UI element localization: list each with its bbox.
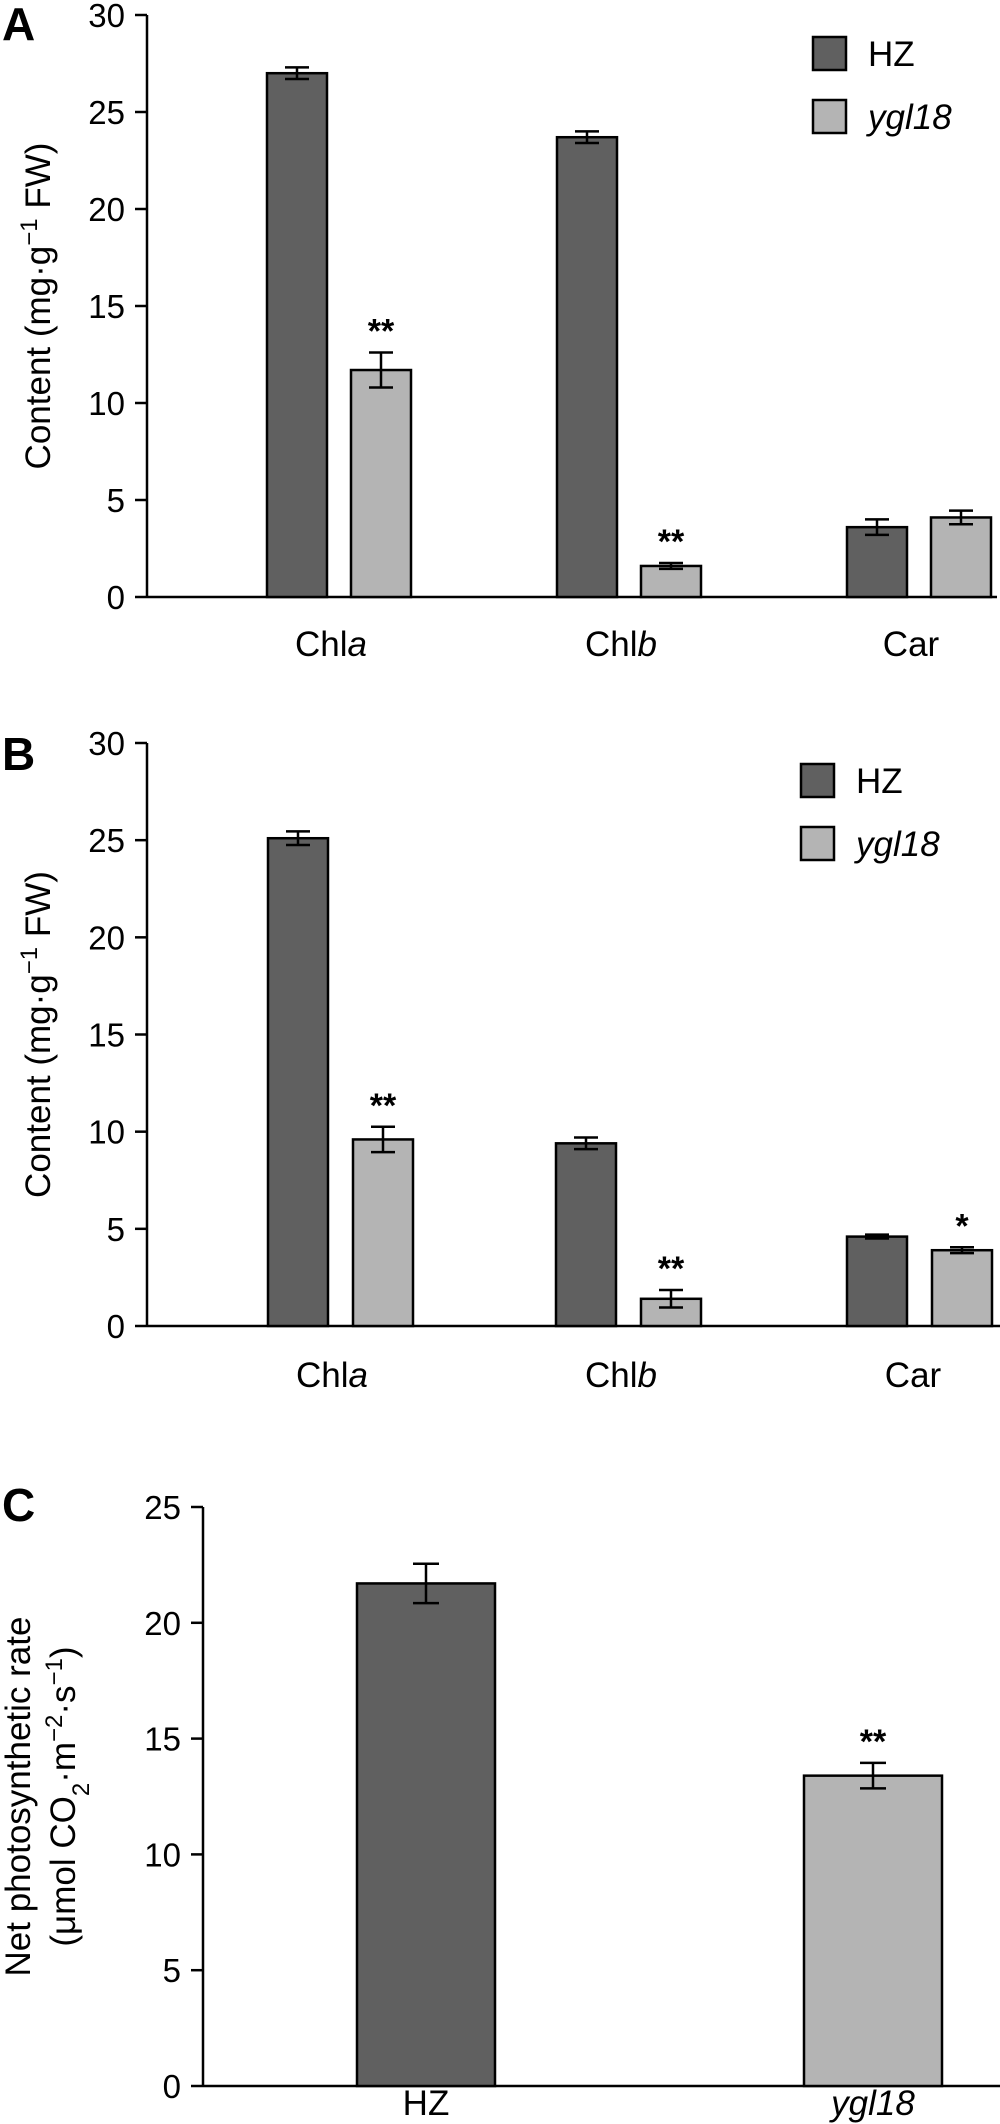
category-label: Car [885, 1356, 942, 1395]
y-axis-title: Content (mg·g−1 FW) [16, 143, 59, 470]
legend-swatch-HZ [811, 35, 848, 72]
bar-HZ-Car [845, 525, 909, 599]
significance-mark: * [955, 1207, 969, 1245]
y-tick-label: 0 [107, 1308, 125, 1345]
category-label: ygl18 [829, 2084, 915, 2123]
legend-label-ygl18: ygl18 [866, 98, 952, 137]
bar-HZ-Chlb [554, 1142, 618, 1328]
panel-c-chart: C 0 5 10 15 20 25 Net photosynthetic rate (μmol … [0, 1479, 1000, 2123]
y-tick-label: 5 [163, 1952, 181, 1989]
bar-ygl18-Chla [349, 368, 413, 599]
bar-HZ-Chla [265, 71, 329, 599]
bar-HZ [355, 1582, 497, 2088]
panel-a-chart: A 0 5 10 15 20 25 30 Content (mg·g−1 FW) ** Chla **… [2, 0, 997, 664]
y-tick-label: 20 [88, 919, 125, 956]
bar-HZ-Chla [266, 836, 330, 1328]
y-tick-label: 25 [144, 1489, 181, 1526]
significance-mark: ** [658, 1250, 685, 1288]
category-label: Chlb [585, 625, 657, 664]
y-tick-label: 10 [88, 385, 125, 422]
bar-HZ-Chlb [555, 135, 619, 599]
y-tick-label: 25 [88, 822, 125, 859]
y-axis-title-line1: Net photosynthetic rate [0, 1617, 38, 1977]
bar-ygl18 [802, 1774, 944, 2088]
y-tick-label: 0 [163, 2068, 181, 2105]
legend-label-ygl18: ygl18 [854, 825, 940, 864]
legend-swatch-ygl18 [811, 98, 848, 135]
bar-ygl18-Chlb [639, 564, 703, 599]
y-tick-label: 0 [107, 579, 125, 616]
legend-swatch-ygl18 [799, 825, 836, 862]
category-label: Chla [296, 1356, 368, 1395]
legend-swatch-HZ [799, 762, 836, 799]
bar-ygl18-Car [930, 1248, 994, 1328]
legend-label-HZ: HZ [868, 35, 915, 74]
category-label: HZ [403, 2084, 450, 2123]
bar-ygl18-Chla [351, 1138, 415, 1328]
panel-letter: C [2, 1479, 35, 1531]
y-tick-label: 25 [88, 94, 125, 131]
y-tick-label: 30 [88, 725, 125, 762]
y-tick-label: 5 [107, 482, 125, 519]
significance-mark: ** [368, 313, 395, 351]
y-tick-label: 10 [88, 1114, 125, 1151]
category-label: Chlb [585, 1356, 657, 1395]
y-axis-title-line2: (μmol CO2·m−2·s−1) [41, 1646, 95, 1946]
category-label: Chla [295, 625, 367, 664]
y-tick-label: 15 [88, 288, 125, 325]
y-tick-label: 20 [144, 1605, 181, 1642]
y-tick-label: 5 [107, 1211, 125, 1248]
y-tick-label: 20 [88, 191, 125, 228]
y-tick-label: 15 [88, 1017, 125, 1054]
bar-ygl18-Car [929, 516, 993, 599]
legend-label-HZ: HZ [856, 762, 903, 801]
panel-letter: A [2, 0, 35, 50]
y-axis-title: Content (mg·g−1 FW) [16, 871, 59, 1198]
significance-mark: ** [370, 1087, 397, 1125]
y-tick-label: 15 [144, 1721, 181, 1758]
category-label: Car [883, 625, 940, 664]
significance-mark: ** [658, 523, 685, 561]
y-tick-label: 10 [144, 1836, 181, 1873]
panel-letter: B [2, 728, 35, 780]
significance-mark: ** [860, 1723, 887, 1761]
y-tick-label: 30 [88, 0, 125, 34]
bar-HZ-Car [845, 1235, 909, 1328]
